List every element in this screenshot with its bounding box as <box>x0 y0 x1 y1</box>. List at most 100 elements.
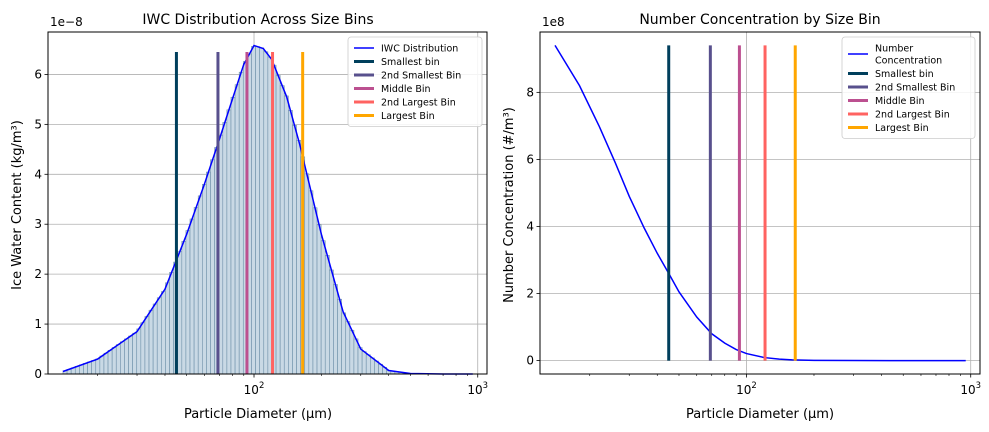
y-axis-label: Number Concentration (#/m³) <box>502 107 517 303</box>
histogram-bar <box>304 173 310 375</box>
histogram-bar <box>189 218 195 375</box>
histogram-bar <box>337 298 342 375</box>
histogram-bar <box>341 312 347 375</box>
histogram-bar <box>193 207 199 375</box>
histogram-bar <box>296 140 301 375</box>
histogram-bar <box>251 46 256 375</box>
y-tick-label: 6 <box>34 67 42 81</box>
histogram-bar <box>230 96 236 375</box>
histogram-bar <box>329 269 334 375</box>
x-axis-label: Particle Diameter (μm) <box>686 407 834 422</box>
histogram-bar <box>165 282 170 375</box>
histogram-bar <box>107 350 113 375</box>
x-tick-label: 103 <box>467 381 488 397</box>
y-tick-label: 4 <box>526 219 534 233</box>
histogram-bar <box>79 364 84 375</box>
y-axis-label: Ice Water Content (kg/m³) <box>10 120 25 290</box>
histogram-bar <box>148 309 154 375</box>
histogram-bar <box>152 303 158 375</box>
histogram-bar <box>234 84 240 375</box>
legend-label: Smallest bin <box>875 69 934 80</box>
histogram-bar <box>288 110 293 375</box>
legend-label: Middle Bin <box>381 84 431 95</box>
y-tick-label: 0 <box>34 367 42 381</box>
legend-box <box>347 36 483 127</box>
y-tick-label: 6 <box>526 152 534 166</box>
histogram-bar <box>283 95 289 375</box>
histogram-bar <box>365 354 371 375</box>
histogram-bar <box>210 159 215 375</box>
y-tick-label: 3 <box>34 217 42 231</box>
x-tick-label: 102 <box>736 381 757 397</box>
x-tick-label: 103 <box>960 381 981 397</box>
histogram-bar <box>333 284 338 375</box>
histogram-bar <box>136 328 142 375</box>
histogram-bar <box>357 347 363 375</box>
histogram-bar <box>275 75 281 375</box>
histogram-bar <box>124 338 129 375</box>
histogram-bar <box>103 352 109 375</box>
histogram-bar <box>87 361 92 375</box>
histogram-bar <box>181 241 187 375</box>
histogram-bar <box>263 51 269 375</box>
histogram-bar <box>345 321 351 375</box>
histogram-bar <box>222 122 228 375</box>
y-tick-label: 2 <box>34 267 42 281</box>
histogram-bar <box>185 230 191 375</box>
histogram-bar <box>226 109 232 375</box>
legend: IWC Distribution Smallest bin 2nd Smallest… <box>347 36 483 127</box>
legend-label: Concentration <box>875 56 942 67</box>
y-tick-label: 8 <box>526 85 534 99</box>
histogram-bar <box>111 347 117 375</box>
number-concentration-chart: Number Concentration by Size Bin 1e8 102… <box>502 12 981 422</box>
histogram-bar <box>91 360 97 375</box>
histogram-bar <box>238 71 244 375</box>
legend-label: Largest Bin <box>875 123 929 134</box>
histogram-bar <box>99 355 105 375</box>
histogram-bar <box>95 358 101 375</box>
legend-label: 2nd Smallest Bin <box>381 71 461 82</box>
plot-frame <box>539 31 981 375</box>
y-axis-ticks: 0 2 4 6 8 <box>526 85 540 368</box>
histogram-bars <box>62 46 474 375</box>
bin-markers <box>667 45 797 361</box>
histogram-bar <box>206 171 211 375</box>
histogram-bar <box>361 351 367 375</box>
chart-title: IWC Distribution Across Size Bins <box>142 12 373 28</box>
histogram-bar <box>308 190 314 375</box>
y-tick-label: 1 <box>34 317 42 331</box>
histogram-bar <box>132 332 138 375</box>
x-axis-ticks: 102 103 <box>97 374 488 397</box>
y-axis-ticks: 0 1 2 3 4 5 6 <box>34 67 48 381</box>
histogram-bar <box>83 363 88 375</box>
y-tick-label: 2 <box>526 287 534 301</box>
iwc-chart: IWC Distribution Across Size Bins 1e−8 1… <box>10 12 488 422</box>
histogram-bar <box>320 240 326 375</box>
plot-frame <box>47 31 488 375</box>
histogram-bar <box>312 207 318 375</box>
x-axis-label: Particle Diameter (μm) <box>184 407 332 422</box>
histogram-bar <box>156 297 162 375</box>
histogram-bar <box>128 335 133 375</box>
legend-label: 2nd Largest Bin <box>381 98 456 109</box>
histogram-bar <box>115 344 121 375</box>
histogram-bar <box>120 341 125 375</box>
y-tick-label: 4 <box>34 167 42 181</box>
histogram-bar <box>255 46 260 375</box>
legend-label: 2nd Largest Bin <box>875 110 950 121</box>
x-axis-ticks: 102 103 <box>589 374 981 397</box>
histogram-bar <box>177 251 183 375</box>
histogram-bar <box>144 316 150 375</box>
legend-label: 2nd Smallest Bin <box>875 83 955 94</box>
histogram-bar <box>197 195 203 375</box>
histogram-bar <box>169 272 174 375</box>
histogram-bar <box>353 338 359 375</box>
histogram-bar <box>349 329 355 375</box>
chart-title: Number Concentration by Size Bin <box>639 12 880 28</box>
x-tick-label: 102 <box>244 381 265 397</box>
legend-label: Number <box>875 44 913 55</box>
histogram-bar <box>140 322 146 375</box>
legend-label: IWC Distribution <box>381 44 458 55</box>
